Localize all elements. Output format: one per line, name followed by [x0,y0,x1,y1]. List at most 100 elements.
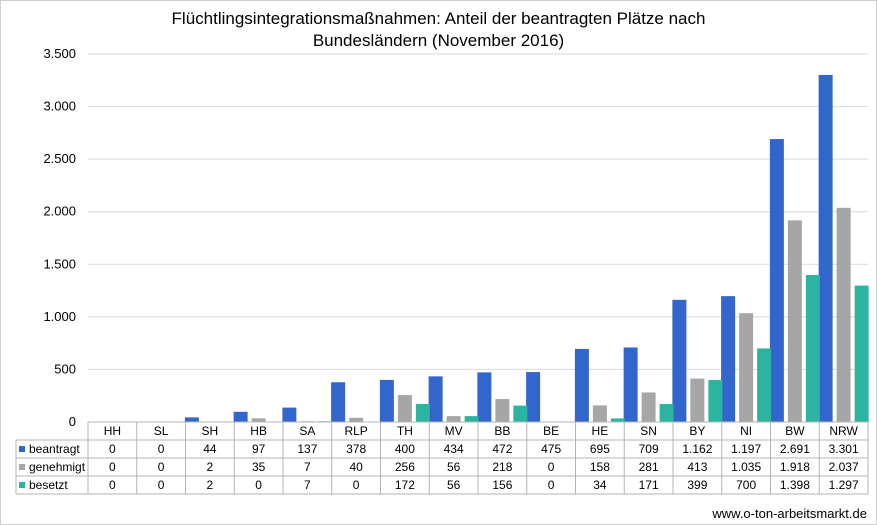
legend-key-beantragt [19,446,25,452]
chart-title-line-2: Bundesländern (November 2016) [312,31,565,50]
x-category-label: RLP [344,424,367,438]
data-label-besetzt: 700 [736,478,756,492]
bar-beantragt [379,379,394,422]
data-label-beantragt: 434 [444,442,464,456]
data-label-genehmigt: 2.037 [829,460,859,474]
x-category-label: TH [397,424,413,438]
bar-genehmigt [787,220,802,422]
bar-besetzt [513,405,528,422]
legend-label: beantragt [29,442,80,456]
bar-beantragt [818,74,833,422]
data-label-genehmigt: 35 [252,460,266,474]
bar-beantragt [769,139,784,422]
data-label-besetzt: 171 [639,478,659,492]
x-category-label: SL [154,424,169,438]
data-label-genehmigt: 56 [447,460,461,474]
data-label-beantragt: 400 [395,442,415,456]
bar-beantragt [477,372,492,422]
data-label-genehmigt: 0 [158,460,165,474]
data-label-besetzt: 172 [395,478,415,492]
data-label-beantragt: 97 [252,442,266,456]
legend-key-genehmigt [19,464,25,470]
data-label-genehmigt: 256 [395,460,415,474]
data-label-genehmigt: 40 [349,460,363,474]
legend-key-besetzt [19,482,25,488]
bar-beantragt [574,348,589,422]
data-label-besetzt: 156 [492,478,512,492]
x-category-label: NI [740,424,752,438]
data-label-besetzt: 0 [255,478,262,492]
bar-besetzt [610,418,625,422]
x-category-label: BB [494,424,510,438]
bar-besetzt [854,285,869,422]
bar-genehmigt [251,418,266,422]
y-tick-label: 3.000 [43,99,76,114]
data-label-besetzt: 399 [687,478,707,492]
data-label-genehmigt: 2 [207,460,214,474]
bar-beantragt [184,417,199,422]
y-tick-label: 2.000 [43,204,76,219]
x-category-label: NRW [829,424,858,438]
data-label-besetzt: 1.297 [829,478,859,492]
data-label-besetzt: 1.398 [780,478,810,492]
data-label-besetzt: 0 [109,478,116,492]
bar-besetzt [757,348,772,422]
data-label-genehmigt: 7 [304,460,311,474]
bar-besetzt [464,416,479,422]
x-category-label: SN [640,424,657,438]
bar-besetzt [805,275,820,422]
y-tick-label: 1.000 [43,309,76,324]
data-label-beantragt: 1.162 [682,442,712,456]
data-label-beantragt: 378 [346,442,366,456]
data-label-beantragt: 709 [639,442,659,456]
bar-beantragt [672,299,687,422]
data-label-beantragt: 475 [541,442,561,456]
y-tick-label: 2.500 [43,151,76,166]
bar-besetzt [659,404,674,422]
data-label-genehmigt: 413 [687,460,707,474]
x-category-label: BY [689,424,705,438]
bar-besetzt [708,380,723,422]
chart-title: Flüchtlingsintegrationsmaßnahmen: Anteil… [0,8,877,52]
source-url: www.o-ton-arbeitsmarkt.de [712,506,867,521]
y-tick-label: 500 [54,361,76,376]
x-category-label: HH [104,424,121,438]
bar-genehmigt [739,313,754,422]
data-label-genehmigt: 1.035 [731,460,761,474]
x-category-label: BE [543,424,559,438]
data-label-genehmigt: 0 [548,460,555,474]
data-label-beantragt: 0 [109,442,116,456]
data-label-beantragt: 695 [590,442,610,456]
y-tick-label: 1.500 [43,256,76,271]
bar-genehmigt [592,405,607,422]
bar-besetzt [415,403,430,422]
legend-label: besetzt [29,478,68,492]
bar-beantragt [233,411,248,422]
bar-genehmigt [641,392,656,422]
data-label-besetzt: 34 [593,478,607,492]
data-label-genehmigt: 158 [590,460,610,474]
x-category-label: HE [592,424,609,438]
data-label-besetzt: 7 [304,478,311,492]
bar-genehmigt [495,399,510,422]
data-label-besetzt: 0 [548,478,555,492]
data-label-genehmigt: 281 [639,460,659,474]
x-category-label: SH [202,424,219,438]
legend-label: genehmigt [29,460,86,474]
y-tick-label: 3.500 [43,46,76,61]
bar-beantragt [282,407,297,422]
bar-genehmigt [836,207,851,422]
data-label-besetzt: 0 [353,478,360,492]
x-category-label: HB [250,424,267,438]
x-category-label: BW [785,424,805,438]
y-tick-label: 0 [69,414,76,429]
data-label-beantragt: 3.301 [829,442,859,456]
data-label-beantragt: 44 [203,442,217,456]
bar-beantragt [331,382,346,422]
data-label-beantragt: 1.197 [731,442,761,456]
data-label-besetzt: 2 [207,478,214,492]
data-label-genehmigt: 1.918 [780,460,810,474]
data-label-besetzt: 56 [447,478,461,492]
bar-beantragt [526,372,541,422]
